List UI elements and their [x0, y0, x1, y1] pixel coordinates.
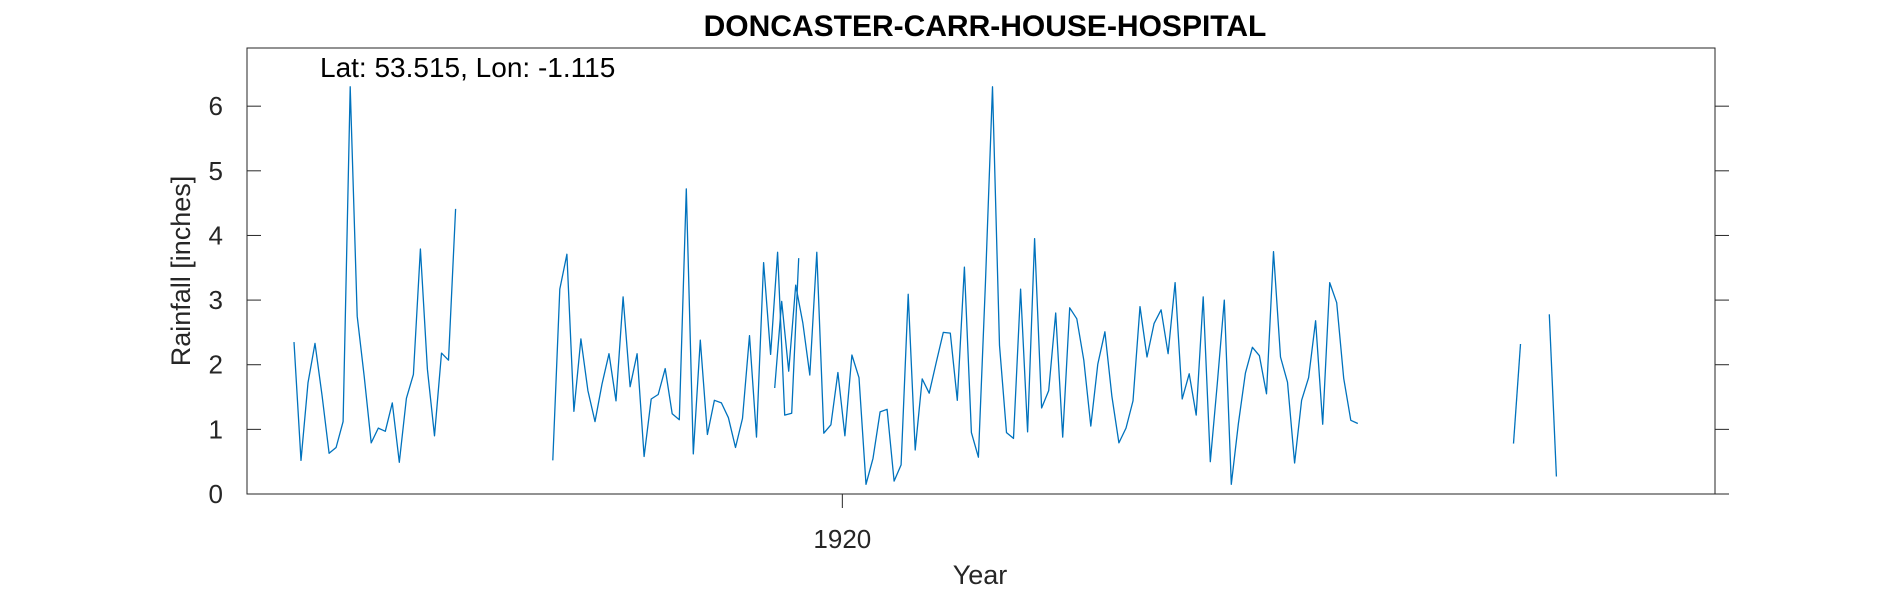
y-tick-label: 2 [209, 350, 223, 380]
series-layer [293, 86, 1558, 485]
rainfall-line-segment [774, 86, 1359, 485]
x-axis: 1920 [813, 494, 871, 554]
y-tick-label: 6 [209, 91, 223, 121]
y-tick-label: 0 [209, 479, 223, 509]
rainfall-line-segment [1548, 314, 1558, 477]
rainfall-line-segment [1512, 343, 1522, 444]
rainfall-line-segment [293, 86, 457, 463]
location-annotation: Lat: 53.515, Lon: -1.115 [320, 52, 615, 83]
rainfall-line-segment [552, 188, 800, 461]
y-axis: 0 1 2 3 4 5 6 [209, 91, 1729, 509]
plot-area [246, 47, 1716, 495]
y-tick-label: 3 [209, 285, 223, 315]
y-tick-label: 4 [209, 220, 223, 250]
y-tick-label: 5 [209, 156, 223, 186]
x-tick-label: 1920 [813, 524, 871, 554]
y-tick-label: 1 [209, 414, 223, 444]
axes-box [246, 47, 1716, 495]
y-axis-label: Rainfall [inches] [166, 176, 196, 367]
chart-title: DONCASTER-CARR-HOUSE-HOSPITAL [704, 10, 1267, 43]
x-axis-label: Year [953, 560, 1008, 590]
